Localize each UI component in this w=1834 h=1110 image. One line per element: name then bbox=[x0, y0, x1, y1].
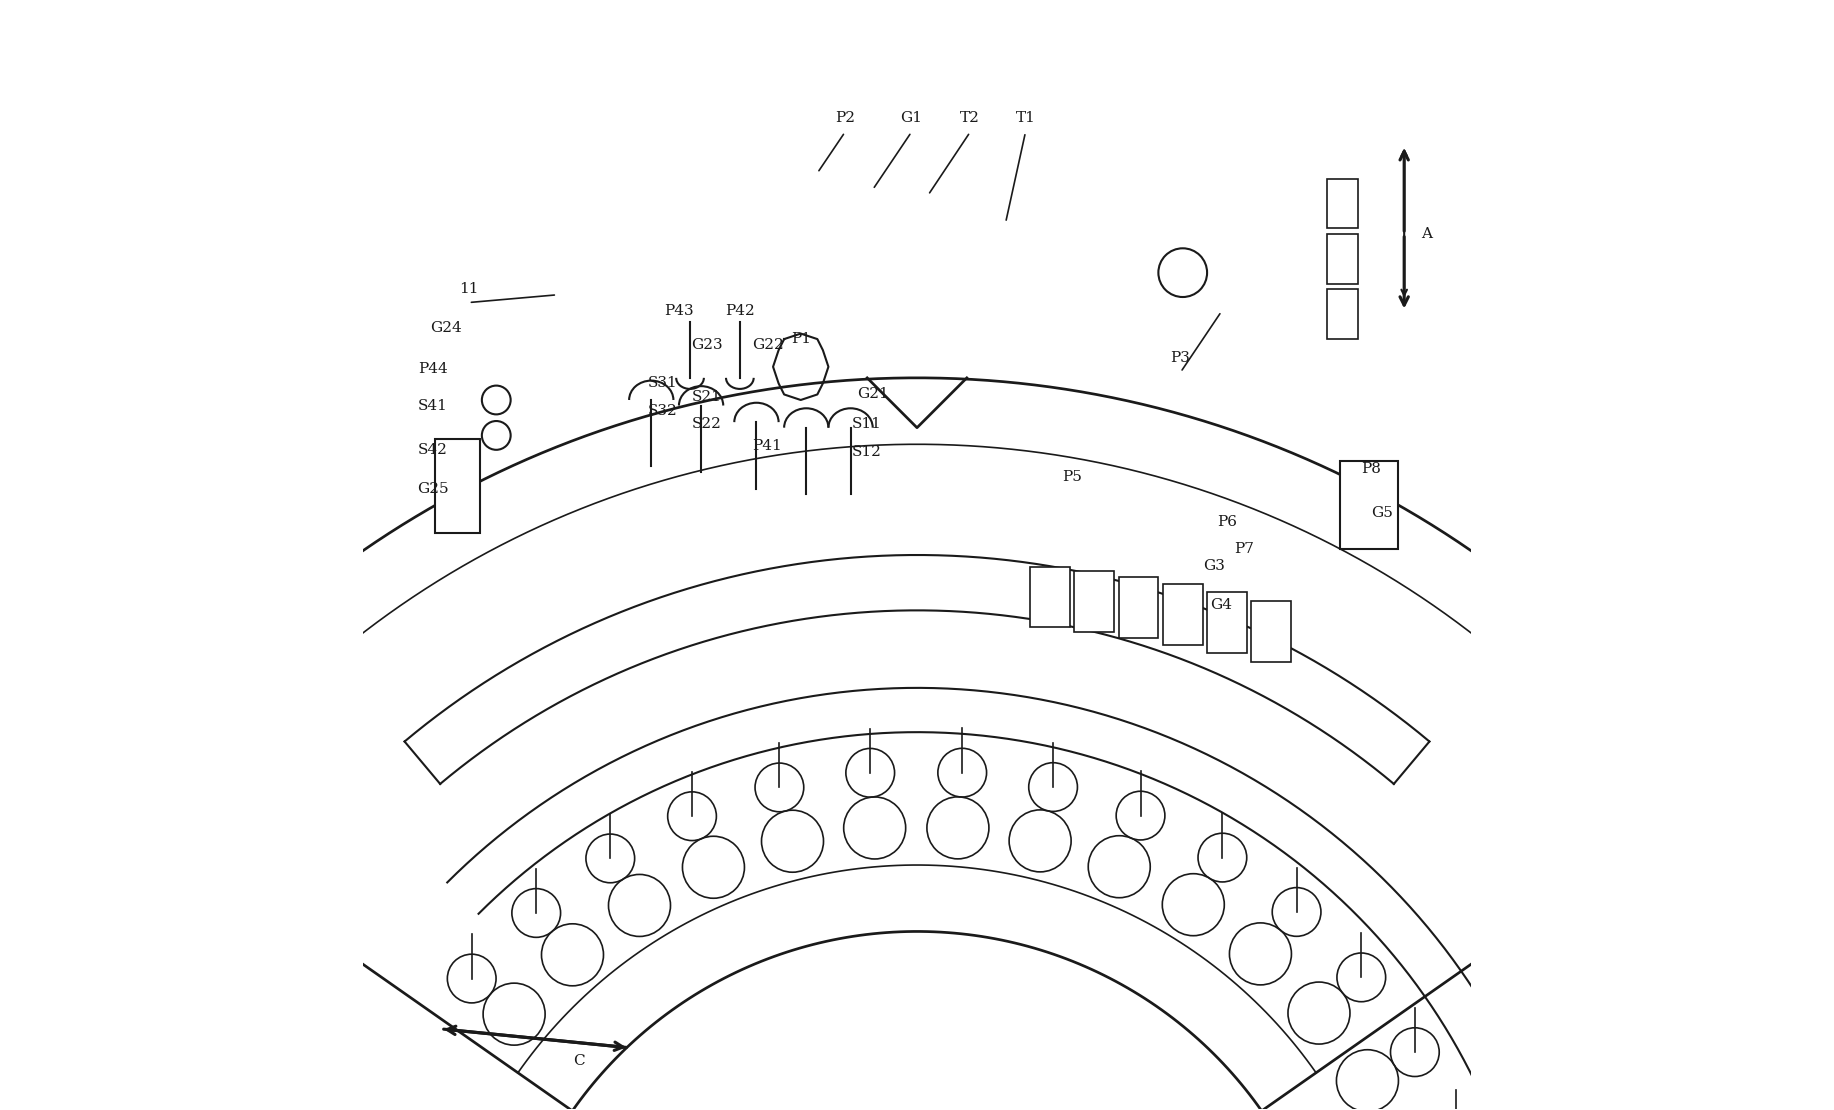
FancyBboxPatch shape bbox=[1326, 290, 1357, 339]
Text: P43: P43 bbox=[664, 304, 693, 319]
Text: P7: P7 bbox=[1234, 543, 1254, 556]
Text: P41: P41 bbox=[752, 440, 783, 454]
Text: P8: P8 bbox=[1361, 462, 1381, 476]
Text: G5: G5 bbox=[1372, 506, 1394, 519]
Text: S42: S42 bbox=[418, 443, 447, 457]
FancyBboxPatch shape bbox=[435, 438, 481, 533]
Text: T1: T1 bbox=[1016, 111, 1036, 124]
Text: P42: P42 bbox=[724, 304, 756, 319]
FancyBboxPatch shape bbox=[1031, 566, 1069, 627]
FancyBboxPatch shape bbox=[1207, 592, 1247, 653]
Text: S12: S12 bbox=[853, 445, 882, 460]
Text: P1: P1 bbox=[790, 332, 811, 346]
FancyBboxPatch shape bbox=[1119, 577, 1159, 638]
Text: T2: T2 bbox=[961, 111, 979, 124]
Text: 11: 11 bbox=[458, 282, 479, 296]
Text: S32: S32 bbox=[647, 404, 677, 418]
Text: S31: S31 bbox=[647, 376, 677, 391]
Text: P5: P5 bbox=[1062, 471, 1082, 484]
Text: S11: S11 bbox=[853, 417, 882, 432]
Text: S22: S22 bbox=[691, 417, 721, 432]
Text: C: C bbox=[574, 1054, 585, 1068]
Text: P44: P44 bbox=[418, 362, 447, 376]
Text: P3: P3 bbox=[1170, 351, 1190, 365]
Text: G25: G25 bbox=[418, 482, 449, 495]
Text: G21: G21 bbox=[856, 387, 889, 402]
Text: S41: S41 bbox=[418, 398, 447, 413]
Text: G3: G3 bbox=[1203, 559, 1225, 573]
Text: G4: G4 bbox=[1210, 598, 1232, 612]
FancyBboxPatch shape bbox=[1163, 584, 1203, 645]
Text: P2: P2 bbox=[834, 111, 855, 124]
Text: G22: G22 bbox=[752, 337, 783, 352]
Text: S21: S21 bbox=[691, 390, 721, 404]
FancyBboxPatch shape bbox=[1326, 179, 1357, 229]
FancyBboxPatch shape bbox=[1075, 572, 1113, 632]
Text: G1: G1 bbox=[900, 111, 923, 124]
Text: G23: G23 bbox=[691, 337, 723, 352]
Text: A: A bbox=[1421, 226, 1432, 241]
FancyBboxPatch shape bbox=[1341, 461, 1398, 549]
FancyBboxPatch shape bbox=[1326, 234, 1357, 284]
Text: G24: G24 bbox=[431, 321, 462, 335]
FancyBboxPatch shape bbox=[1251, 601, 1291, 662]
Text: P6: P6 bbox=[1218, 515, 1236, 528]
